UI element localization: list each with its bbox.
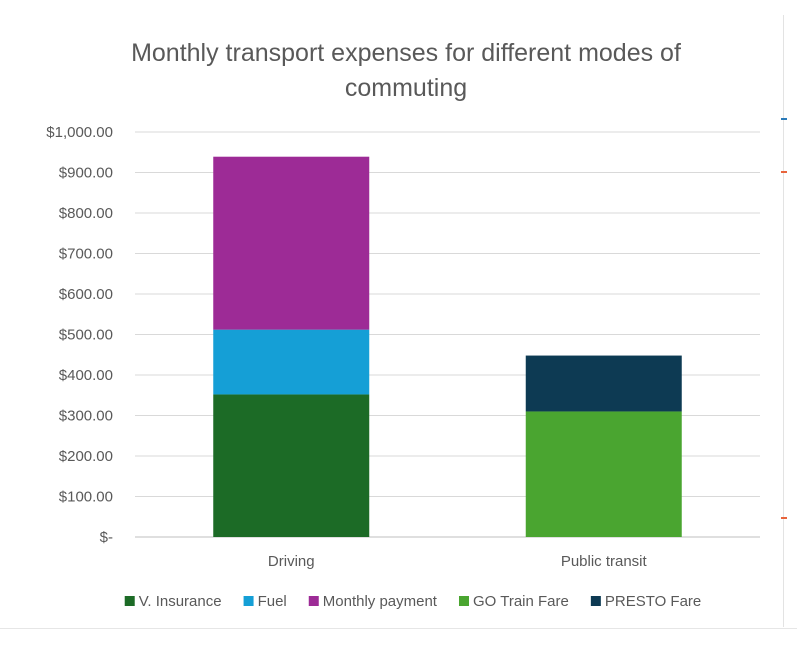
legend-swatch <box>308 596 319 606</box>
bar-fuel <box>213 329 370 395</box>
y-tick-label: $- <box>100 529 113 546</box>
y-tick-label: $1,000.00 <box>46 124 113 141</box>
legend-label: Fuel <box>258 593 287 610</box>
y-tick-label: $100.00 <box>59 489 113 506</box>
x-tick-label: Driving <box>268 553 315 570</box>
legend-swatch <box>458 596 469 606</box>
legend-label: PRESTO Fare <box>605 593 701 610</box>
chart-title-line-1: Monthly transport expenses for different… <box>131 39 681 67</box>
bar-monthly-payment <box>213 156 370 330</box>
edge-mark <box>781 118 787 120</box>
y-tick-label: $200.00 <box>59 448 113 465</box>
bar-go-train-fare <box>525 411 682 537</box>
y-tick-label: $300.00 <box>59 408 113 425</box>
legend-label: V. Insurance <box>139 593 222 610</box>
legend: V. Insurance Fuel Monthly payment GO Train … <box>124 593 701 610</box>
legend-item: Fuel <box>243 593 287 610</box>
x-axis: Driving Public transit <box>268 553 648 570</box>
y-axis: $- $100.00 $200.00 $300.00 $400.00 $500.00 $60… <box>46 124 113 546</box>
legend-swatch <box>590 596 601 606</box>
legend-item: GO Train Fare <box>458 593 569 610</box>
chart-title-line-2: commuting <box>345 74 467 102</box>
y-tick-label: $500.00 <box>59 327 113 344</box>
legend-item: V. Insurance <box>124 593 222 610</box>
bars <box>213 156 682 537</box>
edge-mark <box>781 171 787 173</box>
legend-swatch <box>124 596 135 606</box>
bar-presto-fare <box>525 355 682 412</box>
y-tick-label: $800.00 <box>59 205 113 222</box>
bar-v-insurance <box>213 394 370 537</box>
y-tick-label: $600.00 <box>59 286 113 303</box>
y-tick-label: $700.00 <box>59 246 113 263</box>
x-tick-label: Public transit <box>561 553 648 570</box>
page-divider <box>0 628 797 629</box>
legend-item: PRESTO Fare <box>590 593 701 610</box>
legend-label: Monthly payment <box>323 593 438 610</box>
edge-mark <box>781 517 787 519</box>
legend-swatch <box>243 596 254 606</box>
legend-label: GO Train Fare <box>473 593 569 610</box>
right-edge-divider <box>783 15 784 627</box>
y-tick-label: $400.00 <box>59 367 113 384</box>
legend-item: Monthly payment <box>308 593 438 610</box>
y-tick-label: $900.00 <box>59 165 113 182</box>
